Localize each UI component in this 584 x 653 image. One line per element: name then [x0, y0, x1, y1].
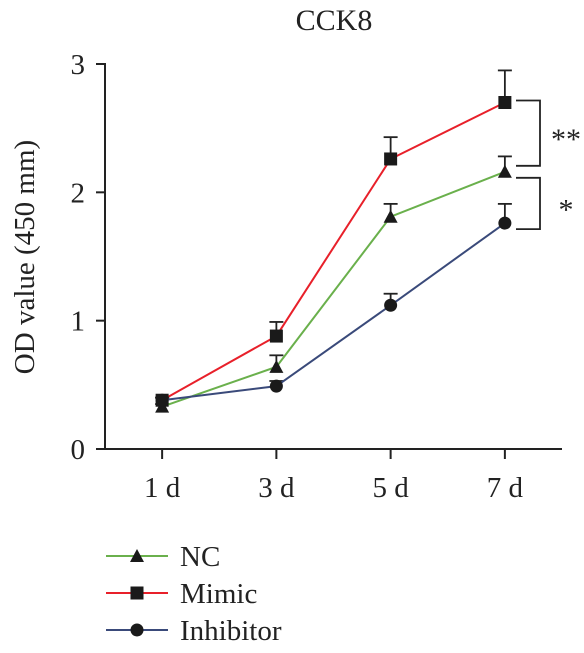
axes: 0 1 2 3 1 d 3 d 5 d 7 d: [71, 49, 562, 504]
y-tick-label-1: 1: [71, 306, 86, 338]
point-inhibitor-3: [498, 216, 512, 230]
legend-label-inhibitor: Inhibitor: [180, 615, 282, 647]
point-inhibitor-2: [384, 298, 398, 312]
legend-label-mimic: Mimic: [180, 578, 257, 610]
y-tick-label-3: 3: [71, 49, 86, 81]
significance-label-0: **: [551, 123, 581, 156]
chart-title: CCK8: [296, 4, 373, 37]
x-tick-label-2: 5 d: [373, 472, 410, 504]
point-nc-3: [497, 164, 512, 178]
significance-bracket-0: [516, 99, 541, 167]
x-tick-label-3: 7 d: [487, 472, 524, 504]
x-tick-label-1: 3 d: [258, 472, 295, 504]
series-group: [155, 69, 512, 413]
point-nc-2: [383, 209, 398, 223]
point-mimic-2: [384, 152, 398, 166]
legend-item-mimic: Mimic: [106, 578, 257, 610]
point-mimic-1: [269, 329, 283, 343]
series-inhibitor: [155, 202, 512, 407]
series-line-inhibitor: [162, 222, 506, 402]
legend-marker-inhibitor: [130, 623, 144, 637]
legend-item-nc: NC: [106, 541, 220, 573]
series-mimic: [155, 69, 512, 407]
significance-annotations: ***: [516, 99, 581, 231]
y-tick-label-2: 2: [71, 177, 86, 209]
point-inhibitor-1: [269, 379, 283, 393]
x-tick-label-0: 1 d: [144, 472, 181, 504]
series-line-nc: [161, 170, 506, 408]
legend-label-nc: NC: [180, 541, 220, 573]
legend-item-inhibitor: Inhibitor: [106, 615, 282, 647]
significance-label-1: *: [559, 193, 574, 226]
point-mimic-3: [498, 96, 512, 109]
legend-marker-mimic: [130, 586, 144, 600]
point-inhibitor-0: [155, 393, 169, 407]
y-axis-label: OD value (450 mm): [9, 140, 41, 374]
significance-bracket-1: [516, 176, 541, 231]
series-line-mimic: [161, 101, 506, 402]
point-nc-1: [269, 359, 284, 373]
legend-marker-nc: [130, 549, 144, 562]
y-tick-label-0: 0: [71, 434, 86, 466]
legend: NC Mimic Inhibitor: [106, 541, 282, 647]
